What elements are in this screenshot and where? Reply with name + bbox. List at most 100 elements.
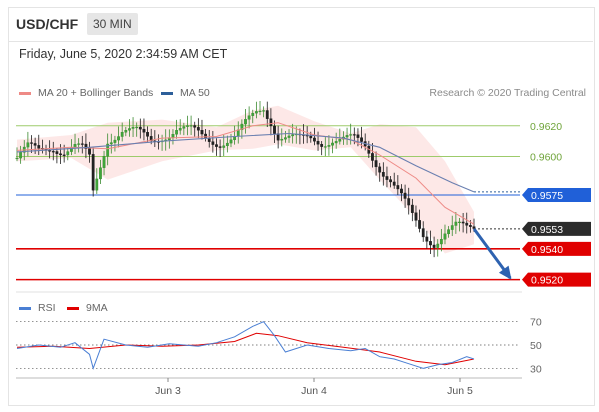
candle-body [273, 125, 276, 134]
candle-body [77, 143, 81, 145]
candle-body [378, 166, 382, 173]
candle-body [113, 139, 117, 143]
candle-body [262, 110, 266, 112]
candle-body [138, 126, 142, 130]
chart-header: USD/CHF 30 MIN [8, 7, 593, 42]
candle-body [443, 233, 447, 240]
candle-body [371, 153, 374, 161]
candle-body [128, 128, 131, 131]
candle-body [287, 135, 291, 138]
candle-body [458, 221, 461, 223]
candle-body [135, 126, 139, 129]
candle-body [124, 130, 128, 133]
candle-body [381, 172, 385, 177]
datetime-label: Friday, June 5, 2020 2:34:59 AM CET [19, 47, 228, 61]
candle-body [95, 178, 99, 191]
ma20-line [16, 122, 475, 225]
candle-body [429, 241, 432, 246]
candle-body [265, 110, 269, 119]
candle-body [215, 144, 218, 147]
candle-body [447, 229, 451, 235]
candle-body [37, 145, 41, 149]
candle-body [106, 143, 110, 157]
level-label-0.9540: 0.9540 [531, 244, 563, 256]
candle-body [84, 143, 88, 149]
candle-body [218, 146, 222, 148]
candle-body [309, 135, 313, 139]
candle-body [291, 134, 295, 137]
candle-body [240, 123, 244, 131]
candle-body [410, 204, 414, 213]
candle-body [207, 138, 211, 142]
candle-body [352, 134, 356, 136]
candle-body [62, 154, 66, 156]
candle-body [186, 125, 189, 127]
candle-body [258, 110, 262, 113]
level-label-0.9620: 0.9620 [530, 121, 562, 133]
candle-body [222, 145, 226, 148]
candle-body [244, 119, 247, 125]
rsi-swatch [19, 306, 31, 310]
ma50-legend-label: MA 50 [180, 87, 210, 99]
candle-body [251, 112, 255, 116]
candle-body [425, 236, 429, 242]
candle-body [436, 243, 440, 248]
ma50-line [16, 132, 475, 193]
legend-ma20: MA 20 + Bollinger Bands [19, 87, 153, 99]
candle-body [88, 148, 91, 155]
candle-body [229, 139, 233, 144]
candle-body [51, 151, 55, 153]
ma9-swatch [67, 306, 79, 310]
candle-body [313, 137, 316, 142]
ma50-swatch [161, 91, 173, 95]
candle-body [356, 134, 360, 138]
candle-body [66, 151, 70, 156]
candle-body [432, 244, 436, 248]
candle-body [283, 137, 287, 140]
candle-body [439, 239, 443, 245]
candle-body [80, 143, 84, 145]
candle-body [99, 167, 102, 180]
candle-body [70, 147, 73, 152]
candle-body [331, 142, 334, 146]
legend-ma50: MA 50 [161, 87, 210, 99]
candle-body [414, 212, 418, 221]
timeframe-badge[interactable]: 30 MIN [87, 13, 138, 35]
candle-body [55, 151, 59, 154]
candle-body [146, 132, 149, 137]
candle-body [149, 136, 153, 142]
candle-body [338, 138, 342, 142]
legend-9ma: 9MA [67, 302, 108, 314]
ma20-legend-label: MA 20 + Bollinger Bands [38, 87, 154, 99]
candle-body [131, 127, 135, 129]
candle-body [360, 137, 363, 142]
candle-body [178, 128, 182, 131]
candle-body [254, 111, 258, 114]
rsi-tick-70: 70 [530, 317, 542, 329]
candle-body [461, 221, 465, 224]
candle-body [320, 144, 324, 147]
symbol-title: USD/CHF [16, 16, 79, 32]
rsi-ma9-line [16, 332, 475, 366]
candle-body [374, 160, 378, 168]
level-tag-0.9575 [522, 188, 591, 202]
x-tick-label-Jun-4: Jun 4 [301, 385, 327, 397]
rsi-legend-label: RSI [38, 302, 56, 314]
candle-body [389, 179, 392, 183]
candle-body [102, 156, 106, 168]
candle-body [33, 143, 37, 146]
candle-body [182, 126, 186, 129]
candle-body [269, 118, 273, 127]
candle-body [26, 142, 30, 148]
candle-body [19, 152, 23, 159]
candle-body [193, 125, 197, 128]
candle-body [345, 135, 349, 138]
current-price-label: 0.9553 [531, 224, 563, 236]
candle-body [468, 225, 472, 227]
candle-body [450, 225, 454, 230]
current-price-tag [522, 221, 591, 236]
candle-body [465, 222, 469, 226]
candle-body [407, 198, 411, 206]
candle-body [91, 154, 95, 191]
rsi-tick-30: 30 [530, 363, 542, 375]
